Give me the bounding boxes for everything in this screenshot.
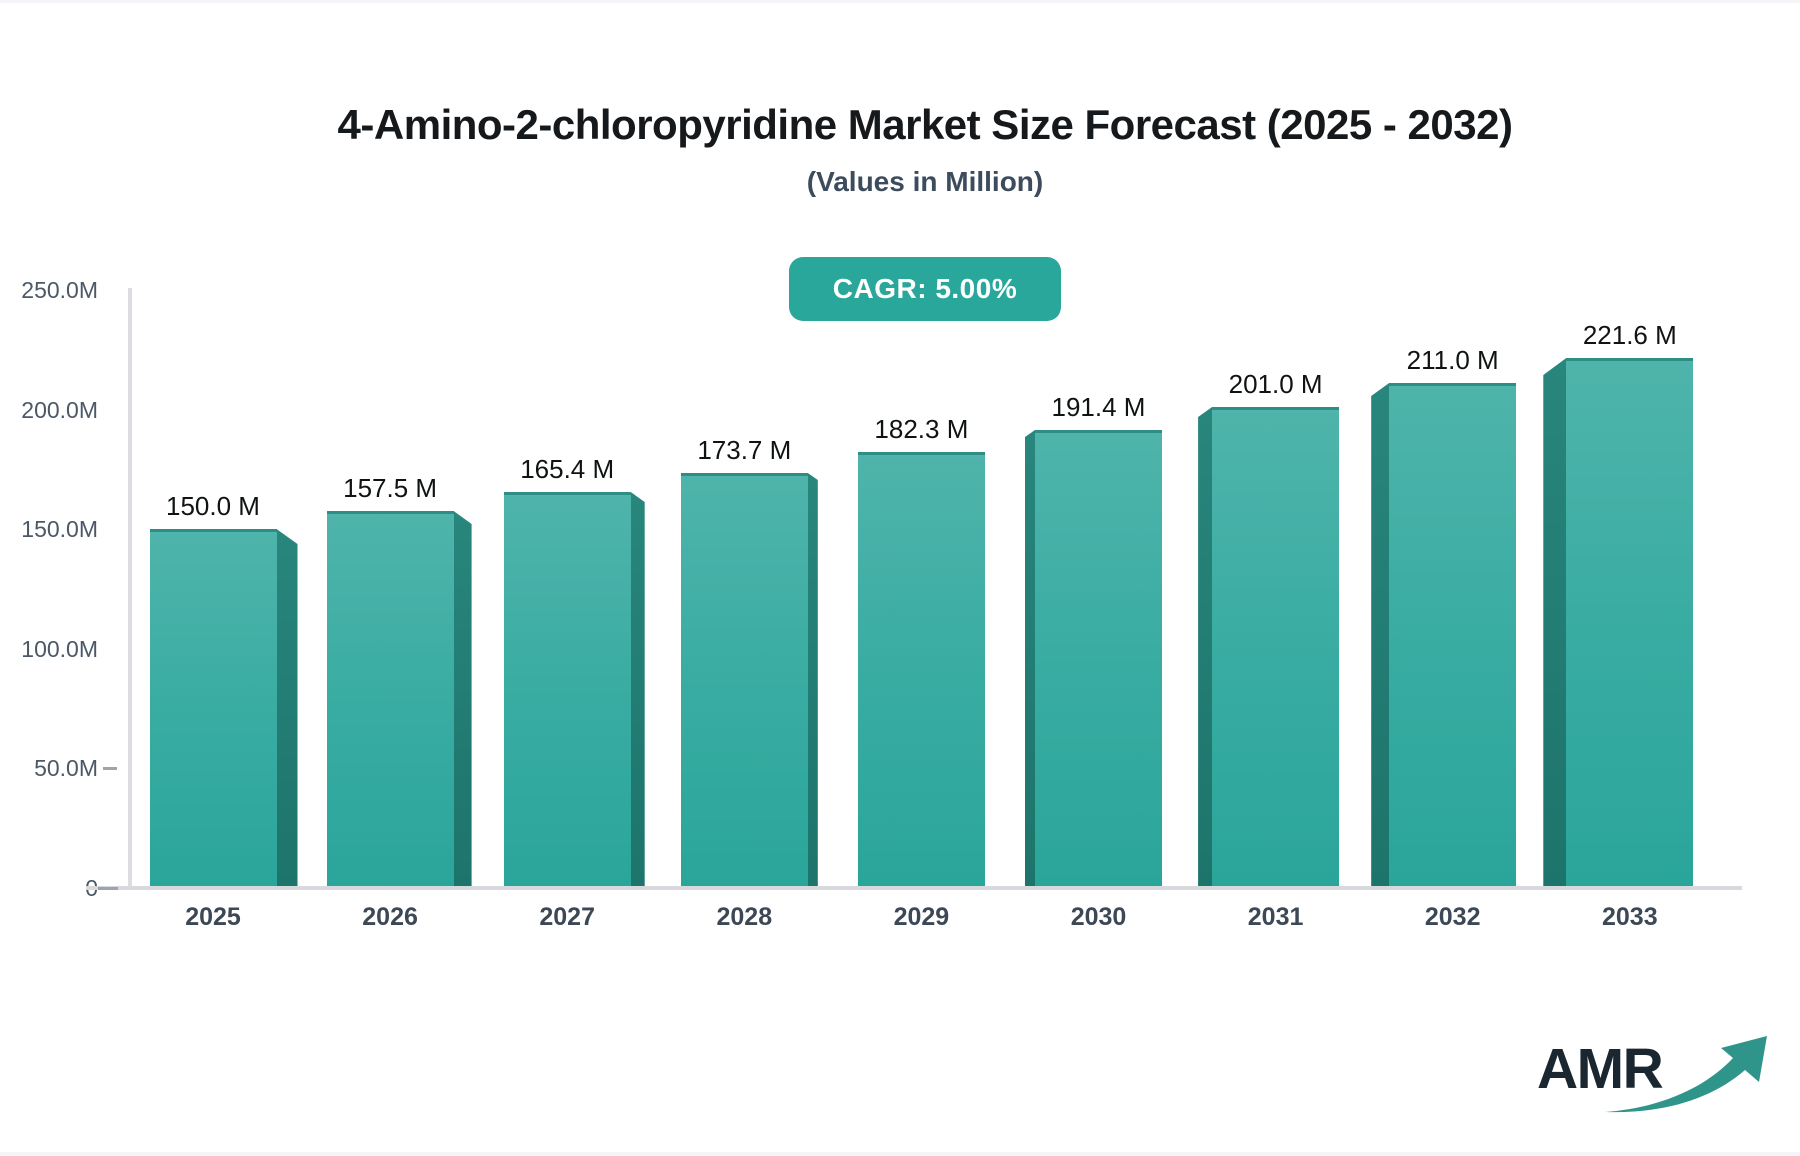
bar-2030	[1035, 430, 1162, 888]
bar-value-label-2026: 157.5 M	[343, 473, 438, 503]
chart-title: 4-Amino-2-chloropyridine Market Size For…	[337, 101, 1513, 148]
cagr-badge-label: CAGR: 5.00%	[832, 273, 1018, 304]
page-bottom-edge	[0, 1152, 1800, 1156]
y-axis-line	[128, 288, 132, 890]
y-tick-label-0: 0	[0, 874, 98, 902]
y-tick-label-250.0M: 250.0M	[21, 277, 98, 303]
bar-2026	[326, 511, 454, 888]
page-top-edge	[0, 0, 1800, 3]
bar-side-face-2027	[630, 492, 645, 888]
bar-value-label-2029: 182.3 M	[874, 414, 969, 444]
bar-2033	[1566, 358, 1694, 888]
x-axis-line	[86, 886, 1742, 890]
x-tick-label-2032: 2032	[1424, 903, 1481, 931]
growth-arrow-icon	[1605, 1036, 1767, 1113]
y-tick-label-200.0M: 200.0M	[21, 397, 98, 423]
x-tick-label-2027: 2027	[539, 903, 595, 931]
y-tick-label-150.0M: 150.0M	[21, 516, 98, 542]
bar-side-face-2025	[276, 529, 298, 888]
bar-side-face-2028	[807, 473, 818, 888]
bar-value-label-2028: 173.7 M	[697, 435, 792, 465]
y-tick-label-50.0M: 50.0M	[34, 755, 98, 781]
bar-2031	[1212, 407, 1340, 888]
bar-2027	[503, 492, 631, 888]
bar-value-label-2030: 191.4 M	[1051, 392, 1146, 422]
bar-side-face-2031	[1198, 407, 1213, 888]
y-tick-dash	[103, 767, 117, 770]
bar-value-label-2025: 150.0 M	[166, 491, 260, 521]
x-tick-label-2033: 2033	[1601, 903, 1658, 931]
amr-logo: AMR	[1537, 1036, 1777, 1146]
amr-logo-text: AMR	[1537, 1037, 1664, 1101]
x-tick-label-2025: 2025	[185, 903, 241, 931]
x-tick-label-2031: 2031	[1247, 903, 1304, 931]
bar-side-face-2032	[1371, 383, 1390, 888]
bar-value-label-2032: 211.0 M	[1406, 345, 1499, 375]
bar-value-label-2033: 221.6 M	[1582, 320, 1677, 350]
bar-2029	[857, 452, 985, 888]
bar-value-label-2031: 201.0 M	[1228, 369, 1323, 399]
bar-side-face-2026	[453, 511, 472, 888]
x-tick-label-2030: 2030	[1070, 903, 1127, 931]
x-tick-label-2028: 2028	[716, 903, 773, 931]
bar-value-label-2027: 165.4 M	[520, 454, 615, 484]
x-tick-label-2026: 2026	[362, 903, 418, 931]
x-tick-label-2029: 2029	[893, 903, 950, 931]
chart-subtitle: (Values in Million)	[806, 166, 1044, 197]
bar-2028	[680, 473, 808, 888]
cagr-badge: CAGR: 5.00%	[789, 257, 1061, 321]
bar-2032	[1389, 383, 1517, 888]
bar-side-face-2030	[1025, 430, 1035, 888]
y-tick-dash	[98, 887, 118, 890]
bar-side-face-2033	[1543, 358, 1567, 888]
bar-2025	[149, 529, 277, 888]
y-tick-label-100.0M: 100.0M	[21, 636, 98, 662]
